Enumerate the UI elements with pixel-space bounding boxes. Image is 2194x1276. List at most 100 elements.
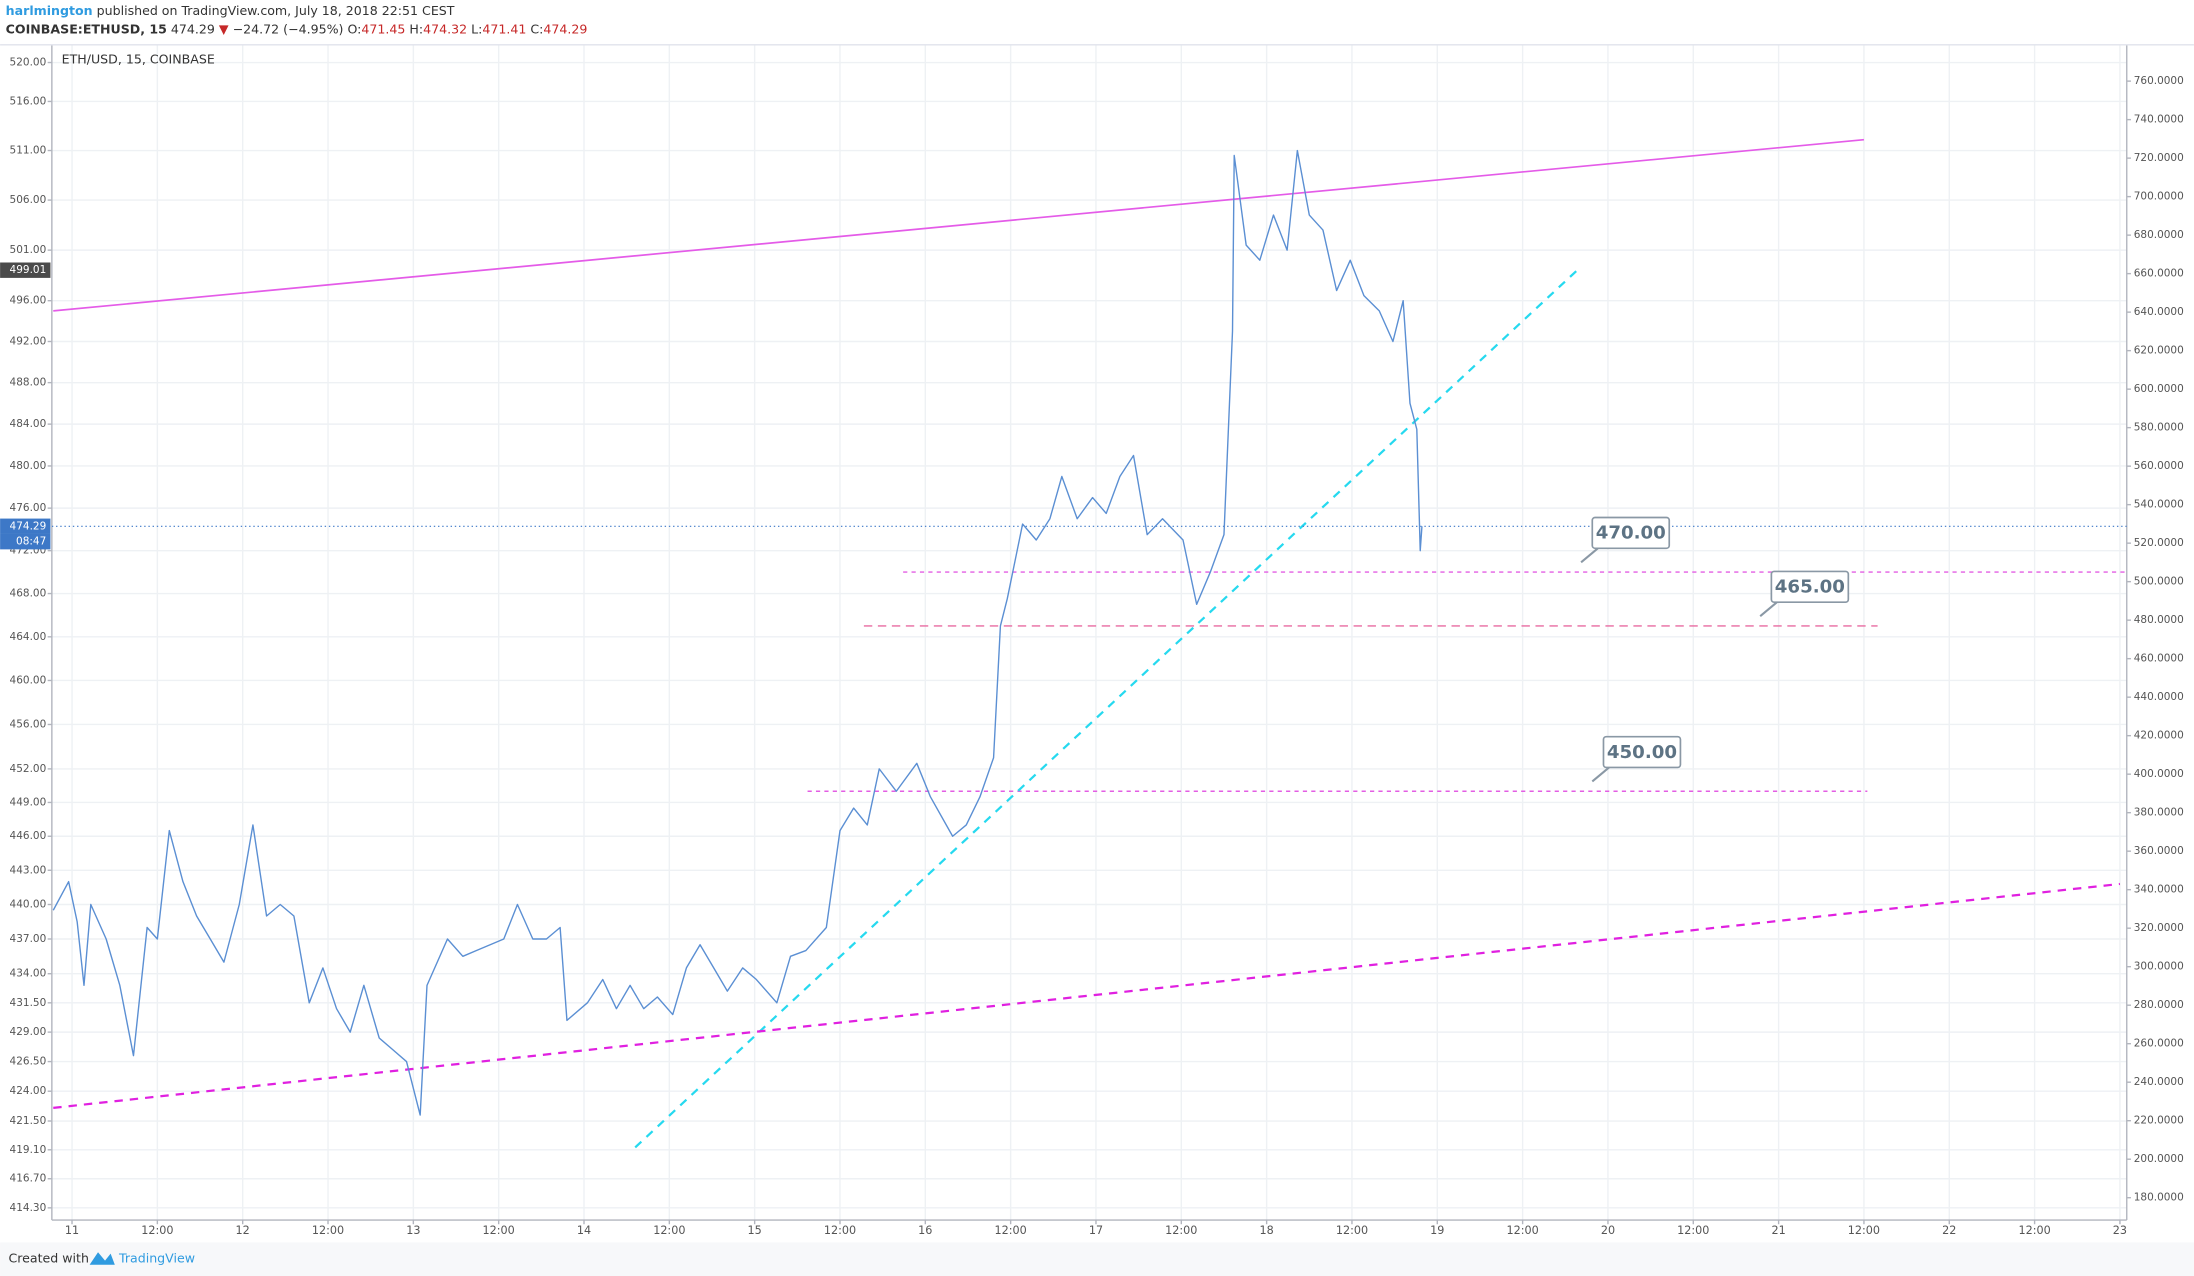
symbol: COINBASE:ETHUSD, 15 xyxy=(6,21,167,36)
y-tick-label: 464.00 xyxy=(10,631,47,643)
y2-tick-label: 240.0000 xyxy=(2134,1076,2184,1088)
level-label-box xyxy=(1591,516,1671,550)
y-tick-label: 496.00 xyxy=(10,295,47,307)
trend-end-badge xyxy=(0,262,51,278)
footer-created: Created with xyxy=(8,1251,88,1266)
x-tick-label: 12:00 xyxy=(312,1224,344,1237)
x-tick-label: 14 xyxy=(577,1224,591,1237)
x-tick-label: 12 xyxy=(236,1224,250,1237)
x-tick-label: 23 xyxy=(2113,1224,2127,1237)
y-tick-label: 506.00 xyxy=(10,194,47,206)
change: −24.72 (−4.95%) xyxy=(233,21,344,36)
y2-tick-label: 520.0000 xyxy=(2134,537,2184,549)
x-tick-label: 12:00 xyxy=(1165,1224,1197,1237)
x-tick-label: 12:00 xyxy=(2018,1224,2050,1237)
x-tick-label: 22 xyxy=(1942,1224,1956,1237)
last: 474.29 xyxy=(171,21,215,36)
y-tick-label: 416.70 xyxy=(10,1173,47,1185)
y2-tick-label: 260.0000 xyxy=(2134,1038,2184,1050)
change-arrow: ▼ xyxy=(219,21,229,36)
y-tick-label: 419.10 xyxy=(10,1144,47,1156)
x-tick-label: 21 xyxy=(1771,1224,1785,1237)
level-pointer xyxy=(1591,766,1610,783)
y-tick-label: 449.00 xyxy=(10,796,47,808)
last-price-badge xyxy=(0,518,51,534)
y2-tick-label: 620.0000 xyxy=(2134,345,2184,357)
plot xyxy=(51,138,2127,1149)
x-tick-label: 11 xyxy=(65,1224,79,1237)
level-label: 470.00 xyxy=(1596,523,1666,544)
y-tick-label: 484.00 xyxy=(10,418,47,430)
trend-line xyxy=(53,882,2121,1109)
y-tick-label: 446.00 xyxy=(10,830,47,842)
y2-tick-label: 760.0000 xyxy=(2134,75,2184,87)
published: published on TradingView.com, July 18, 2… xyxy=(97,3,455,18)
countdown-label: 08:47 xyxy=(16,536,46,548)
y-tick-label: 456.00 xyxy=(10,718,47,730)
y-tick-label: 424.00 xyxy=(10,1085,47,1097)
x-tick-label: 12:00 xyxy=(141,1224,173,1237)
y-tick-label: 476.00 xyxy=(10,502,47,514)
x-tick-label: 12:00 xyxy=(653,1224,685,1237)
y2-tick-label: 660.0000 xyxy=(2134,268,2184,280)
y2-tick-label: 600.0000 xyxy=(2134,383,2184,395)
ohlc-value: 474.32 xyxy=(423,21,467,36)
y2-tick-label: 640.0000 xyxy=(2134,306,2184,318)
y-tick-label: 520.00 xyxy=(10,57,47,69)
y-tick-label: 511.00 xyxy=(10,145,47,157)
y2-tick-label: 480.0000 xyxy=(2134,614,2184,626)
y-tick-label: 468.00 xyxy=(10,588,47,600)
y2-tick-label: 400.0000 xyxy=(2134,768,2184,780)
brand-logo xyxy=(89,1252,115,1265)
x-tick-label: 20 xyxy=(1601,1224,1615,1237)
ohlc-label: H: xyxy=(409,21,423,36)
ohlc-label: O: xyxy=(347,21,361,36)
y2-tick-label: 460.0000 xyxy=(2134,653,2184,665)
header-line-2: COINBASE:ETHUSD, 15 474.29 ▼ −24.72 (−4.… xyxy=(6,21,588,36)
y-tick-label: 421.50 xyxy=(10,1115,47,1127)
y-tick-label: 434.00 xyxy=(10,968,47,980)
level-label-box xyxy=(1602,735,1682,769)
x-tick-label: 13 xyxy=(406,1224,420,1237)
level-label: 465.00 xyxy=(1775,576,1845,597)
y2-tick-label: 720.0000 xyxy=(2134,152,2184,164)
level-pointer xyxy=(1580,547,1599,564)
x-tick-label: 12:00 xyxy=(995,1224,1027,1237)
y2-tick-label: 560.0000 xyxy=(2134,460,2184,472)
level-label-box xyxy=(1770,570,1850,604)
y-tick-label: 437.00 xyxy=(10,933,47,945)
x-tick-label: 12:00 xyxy=(1336,1224,1368,1237)
footer-brand[interactable]: TradingView xyxy=(118,1251,195,1266)
y2-tick-label: 180.0000 xyxy=(2134,1192,2184,1204)
y-tick-label: 431.50 xyxy=(10,997,47,1009)
y-tick-label: 501.00 xyxy=(10,244,47,256)
x-tick-label: 12:00 xyxy=(824,1224,856,1237)
y2-tick-label: 220.0000 xyxy=(2134,1115,2184,1127)
y2-tick-label: 380.0000 xyxy=(2134,807,2184,819)
y-tick-label: 488.00 xyxy=(10,377,47,389)
x-tick-label: 12:00 xyxy=(1677,1224,1709,1237)
y2-tick-label: 740.0000 xyxy=(2134,114,2184,126)
y2-tick-label: 340.0000 xyxy=(2134,884,2184,896)
x-tick-label: 17 xyxy=(1089,1224,1103,1237)
x-tick-label: 16 xyxy=(918,1224,932,1237)
countdown-badge xyxy=(0,533,51,550)
y-tick-label: 443.00 xyxy=(10,864,47,876)
y-tick-label: 516.00 xyxy=(10,95,47,107)
y2-tick-label: 540.0000 xyxy=(2134,499,2184,511)
chart-title: ETH/USD, 15, COINBASE xyxy=(62,52,215,67)
x-tick-label: 12:00 xyxy=(1848,1224,1880,1237)
y2-tick-label: 680.0000 xyxy=(2134,229,2184,241)
author[interactable]: harlmington xyxy=(6,3,93,18)
x-tick-label: 19 xyxy=(1430,1224,1444,1237)
ohlc-value: 474.29 xyxy=(543,21,587,36)
y-tick-label: 440.00 xyxy=(10,899,47,911)
price-line xyxy=(52,149,1423,1116)
x-tick-label: 15 xyxy=(748,1224,762,1237)
y-tick-label: 452.00 xyxy=(10,763,47,775)
x-tick-label: 18 xyxy=(1260,1224,1274,1237)
y2-tick-label: 500.0000 xyxy=(2134,576,2184,588)
y2-tick-label: 280.0000 xyxy=(2134,999,2184,1011)
y-tick-label: 429.00 xyxy=(10,1026,47,1038)
